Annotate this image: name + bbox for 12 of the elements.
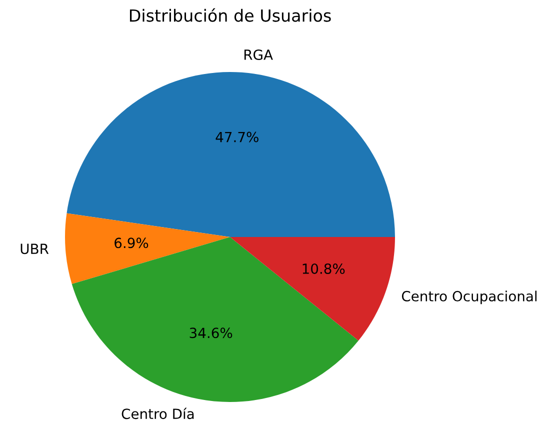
data-label: 10.8% (302, 263, 345, 274)
data-label: 47.7% (216, 132, 258, 142)
slice-label: Centro Ocupacional (402, 290, 537, 304)
pie-slice (65, 213, 230, 284)
pie-slice (66, 72, 395, 237)
data-label: 6.9% (114, 238, 148, 248)
slice-label: Centro Día (122, 408, 194, 420)
slice-label: RGA (244, 50, 273, 60)
chart-title: Distribución de Usuarios (130, 8, 331, 22)
data-label: 34.6% (190, 328, 232, 338)
pie-slice (72, 237, 358, 402)
slice-label: UBR (20, 244, 49, 254)
